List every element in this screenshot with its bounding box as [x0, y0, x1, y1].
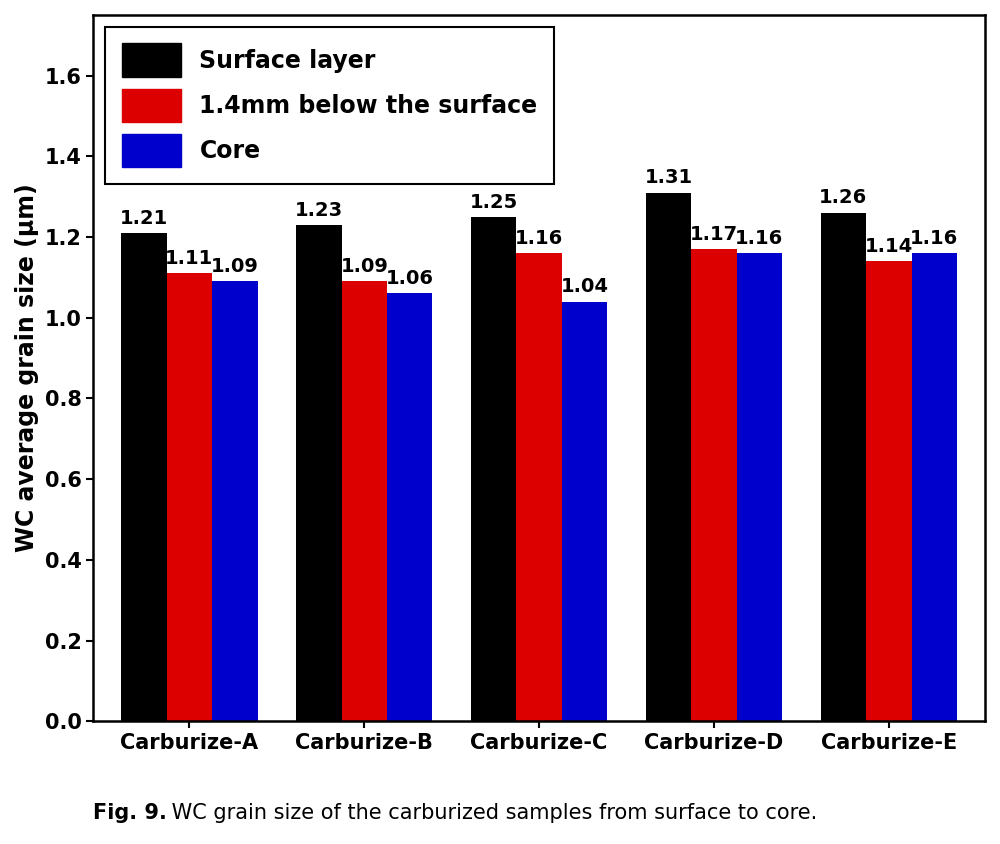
Bar: [562, 301, 607, 722]
Text: 1.25: 1.25: [470, 192, 518, 212]
Text: 1.11: 1.11: [165, 249, 214, 268]
Text: 1.16: 1.16: [910, 229, 958, 248]
Bar: [167, 273, 212, 722]
Text: 1.21: 1.21: [120, 208, 168, 228]
Bar: [342, 281, 387, 722]
Text: 1.06: 1.06: [386, 269, 434, 288]
Text: 1.31: 1.31: [644, 168, 693, 187]
Text: 1.23: 1.23: [295, 201, 343, 219]
Bar: [121, 233, 167, 722]
Bar: [646, 192, 691, 722]
Bar: [296, 225, 342, 722]
Text: 1.26: 1.26: [819, 188, 867, 208]
Text: 1.16: 1.16: [515, 229, 563, 248]
Bar: [866, 261, 912, 722]
Legend: Surface layer, 1.4mm below the surface, Core: Surface layer, 1.4mm below the surface, …: [105, 27, 554, 184]
Text: WC grain size of the carburized samples from surface to core.: WC grain size of the carburized samples …: [165, 803, 817, 823]
Text: Fig. 9.: Fig. 9.: [93, 803, 167, 823]
Text: 1.04: 1.04: [561, 278, 609, 296]
Bar: [212, 281, 258, 722]
Text: 1.09: 1.09: [211, 257, 259, 276]
Bar: [691, 249, 737, 722]
Bar: [912, 253, 957, 722]
Y-axis label: WC average grain size (μm): WC average grain size (μm): [15, 184, 39, 553]
Bar: [737, 253, 782, 722]
Text: 1.09: 1.09: [340, 257, 388, 276]
Text: 1.14: 1.14: [865, 237, 913, 256]
Bar: [387, 294, 432, 722]
Text: 1.16: 1.16: [735, 229, 784, 248]
Bar: [516, 253, 562, 722]
Bar: [821, 213, 866, 722]
Text: 1.17: 1.17: [690, 225, 738, 244]
Bar: [471, 217, 516, 722]
